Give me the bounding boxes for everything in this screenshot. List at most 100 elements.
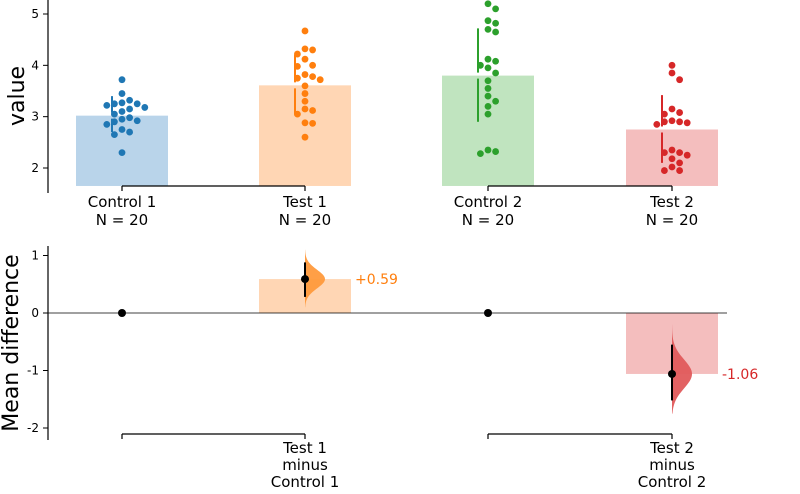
data-point: [118, 90, 126, 97]
group-label: Control 1: [88, 193, 157, 211]
data-point: [484, 77, 492, 85]
data-point: [492, 69, 499, 77]
data-point: [301, 45, 309, 53]
data-point: [668, 155, 676, 163]
group-n-label: N = 20: [279, 211, 331, 229]
data-point: [668, 61, 676, 69]
data-point: [309, 107, 316, 114]
data-point: [141, 104, 149, 111]
data-point: [133, 117, 141, 125]
data-point: [126, 96, 133, 104]
data-point: [676, 159, 683, 167]
bottom-y-tick-label: -1: [27, 364, 39, 378]
group-label: Test 2: [649, 193, 694, 211]
data-point: [309, 61, 316, 69]
bootstrap-distribution: [672, 324, 692, 414]
data-point: [309, 119, 316, 127]
data-point: [492, 57, 499, 65]
data-point: [309, 73, 316, 81]
data-point: [477, 150, 484, 158]
data-point: [301, 119, 309, 127]
data-point: [301, 133, 309, 141]
data-point: [668, 146, 676, 154]
comparison-label: Test 1: [282, 439, 327, 457]
data-point: [668, 69, 676, 77]
data-point: [126, 128, 133, 136]
data-point: [676, 149, 683, 157]
data-point: [126, 105, 133, 113]
top-y-tick-label: 3: [31, 110, 39, 124]
effect-size-point: [668, 369, 676, 378]
group-n-label: N = 20: [462, 211, 514, 229]
data-point: [301, 55, 309, 63]
data-point: [676, 76, 683, 84]
comparison-label: Control 2: [638, 473, 707, 491]
data-point: [484, 110, 492, 118]
top-y-axis-title: value: [5, 66, 30, 126]
bootstrap-distribution: [305, 249, 325, 308]
data-point: [683, 151, 691, 159]
data-point: [301, 90, 309, 97]
data-point: [676, 167, 683, 174]
comparison-label: minus: [282, 456, 328, 474]
data-point: [668, 105, 676, 113]
data-point: [492, 28, 499, 36]
mean-bar-2: [442, 75, 534, 186]
data-point: [316, 76, 324, 84]
data-point: [118, 115, 126, 123]
data-point: [484, 55, 492, 63]
bottom-y-tick-label: 1: [31, 249, 39, 263]
data-point: [301, 27, 309, 35]
data-point: [484, 146, 492, 154]
group-label: Test 1: [282, 193, 327, 211]
data-point: [484, 92, 492, 100]
data-point: [133, 100, 141, 108]
data-point: [492, 5, 499, 13]
data-point: [118, 99, 126, 107]
top-y-tick-label: 5: [31, 7, 39, 21]
data-point: [492, 148, 499, 155]
data-point: [668, 117, 676, 125]
data-point: [492, 97, 499, 105]
effect-size-label: -1.06: [722, 367, 758, 383]
data-point: [301, 71, 309, 78]
data-point: [676, 109, 683, 116]
data-point: [492, 19, 499, 27]
data-point: [118, 76, 126, 84]
bottom-y-tick-label: 0: [31, 306, 39, 320]
data-point: [301, 82, 309, 90]
data-point: [118, 108, 126, 115]
data-point: [309, 46, 316, 54]
comparison-label: minus: [649, 456, 695, 474]
bottom-y-tick-label: -2: [27, 421, 39, 435]
top-y-tick-label: 4: [31, 58, 39, 72]
data-point: [484, 64, 492, 72]
bottom-y-axis-title: Mean difference: [0, 254, 24, 431]
comparison-label: Test 2: [649, 439, 694, 457]
data-point: [653, 120, 661, 128]
data-point: [484, 0, 492, 8]
effect-size-point: [301, 275, 309, 284]
data-point: [111, 131, 118, 139]
data-point: [126, 114, 133, 122]
mean-difference-panel: +0.59 -1.06 1 0 -1 -2 Mean difference Test 1…: [0, 246, 758, 491]
data-point: [118, 149, 126, 157]
data-point: [301, 97, 309, 105]
group-n-label: N = 20: [646, 211, 698, 229]
data-point: [118, 126, 126, 133]
data-point: [484, 17, 492, 25]
top-y-tick-label: 2: [31, 161, 39, 175]
data-point: [484, 103, 492, 110]
data-point: [103, 120, 111, 128]
reference-point: [484, 309, 492, 317]
data-point: [103, 101, 111, 109]
data-point: [301, 105, 309, 113]
reference-point: [118, 309, 126, 317]
data-point: [661, 167, 668, 174]
data-point: [676, 118, 683, 126]
data-point: [484, 26, 492, 33]
data-point: [683, 119, 691, 127]
data-point: [484, 85, 492, 92]
